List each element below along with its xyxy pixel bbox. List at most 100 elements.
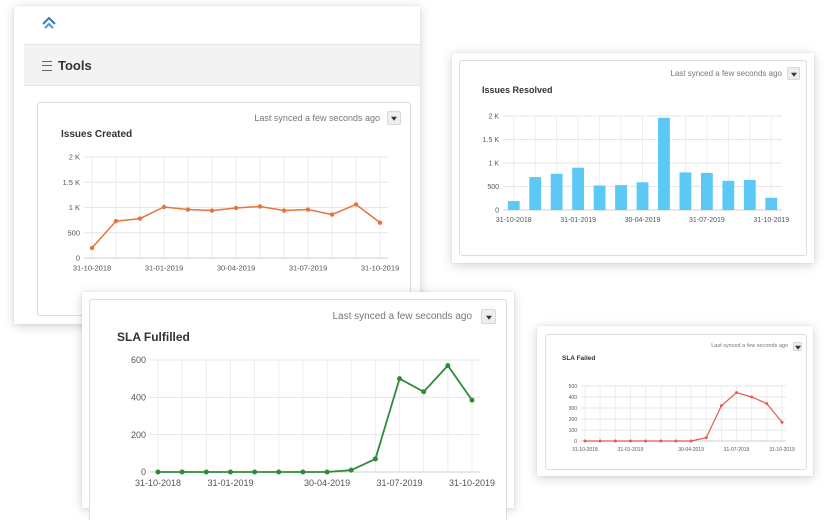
- x-tick-label: 31-10-2018: [572, 447, 598, 453]
- y-tick-label: 400: [131, 392, 146, 402]
- x-tick-label: 31-10-2019: [449, 478, 495, 488]
- sla-failed-card: Last synced a few seconds ago SLA Failed…: [537, 326, 813, 476]
- bar: [679, 172, 692, 210]
- x-tick-label: 31-10-2019: [361, 264, 399, 273]
- x-tick-label: 30-04-2019: [678, 447, 704, 453]
- data-point: [113, 218, 119, 224]
- data-point: [324, 469, 330, 475]
- y-tick-label: 400: [569, 395, 578, 401]
- x-tick-label: 30-04-2019: [625, 217, 661, 224]
- sla-failed-panel: Last synced a few seconds ago SLA Failed…: [545, 334, 807, 470]
- y-tick-label: 500: [67, 228, 80, 237]
- bar: [636, 182, 649, 210]
- issues-created-panel: Last synced a few seconds ago Issues Cre…: [37, 102, 411, 316]
- sync-status: Last synced a few seconds ago: [332, 311, 472, 322]
- sync-status: Last synced a few seconds ago: [670, 69, 782, 78]
- x-tick-label: 30-04-2019: [217, 264, 255, 273]
- sla-failed-chart: 0 100 200 300 400 500 31-10-2018 31-01-2019 30-0…: [569, 384, 795, 453]
- data-point: [598, 439, 602, 443]
- x-tick-label: 31-01-2019: [618, 447, 644, 453]
- data-point: [704, 436, 708, 440]
- bar: [743, 179, 756, 210]
- data-point: [276, 469, 282, 475]
- y-tick-label: 1 K: [69, 203, 80, 212]
- data-point: [233, 205, 239, 211]
- data-point: [735, 391, 739, 395]
- chevron-down-icon[interactable]: [481, 309, 496, 324]
- y-tick-label: 500: [487, 184, 499, 191]
- series-line: [585, 391, 783, 442]
- menu-icon[interactable]: [42, 61, 52, 71]
- y-tick-label: 200: [569, 417, 578, 423]
- data-point: [227, 469, 233, 475]
- data-point: [659, 439, 663, 443]
- data-point: [281, 208, 287, 213]
- data-point: [203, 469, 209, 475]
- data-point: [628, 439, 632, 443]
- bar: [593, 185, 606, 210]
- y-tick-label: 0: [141, 467, 146, 477]
- data-point: [613, 439, 617, 443]
- tools-header: Tools: [24, 44, 420, 86]
- data-point: [300, 469, 306, 475]
- data-point: [421, 389, 427, 395]
- bar: [572, 167, 585, 210]
- x-tick-label: 31-07-2019: [724, 447, 750, 453]
- x-tick-label: 31-01-2019: [207, 478, 253, 488]
- data-point: [644, 439, 648, 443]
- sync-status: Last synced a few seconds ago: [711, 343, 788, 349]
- data-point: [353, 202, 359, 207]
- data-point: [179, 469, 185, 475]
- data-point: [750, 395, 754, 399]
- x-tick-label: 31-10-2018: [73, 264, 111, 273]
- chevron-down-icon[interactable]: [787, 67, 800, 80]
- x-tick-label: 31-10-2018: [496, 217, 532, 224]
- bar: [550, 173, 563, 210]
- page-title: Tools: [58, 58, 92, 73]
- bar: [722, 180, 735, 210]
- chart-title: Issues Resolved: [482, 85, 553, 95]
- issues-resolved-chart: 0 500 1 K 1.5 K 2 K 31-10-2018 31-01-2019 30-04…: [483, 113, 790, 224]
- data-point: [348, 467, 354, 473]
- y-tick-label: 0: [574, 439, 577, 445]
- x-tick-label: 31-10-2019: [769, 447, 795, 453]
- series-line: [158, 364, 473, 473]
- bar: [765, 197, 778, 210]
- x-tick-label: 31-07-2019: [289, 264, 327, 273]
- issues-resolved-card: Last synced a few seconds ago Issues Res…: [452, 53, 814, 263]
- data-point: [674, 439, 678, 443]
- x-tick-label: 30-04-2019: [304, 478, 350, 488]
- x-tick-label: 31-10-2019: [753, 217, 789, 224]
- data-point: [689, 439, 693, 443]
- sla-fulfilled-chart: 0 200 400 600 31-10-2018 31-01-2019 30-04-2019…: [131, 355, 495, 488]
- chevron-down-icon[interactable]: [793, 342, 802, 351]
- data-point: [137, 216, 143, 221]
- bar: [529, 177, 542, 210]
- y-tick-label: 0: [495, 207, 499, 214]
- bar: [615, 185, 627, 210]
- y-tick-label: 200: [131, 430, 146, 440]
- bar: [507, 201, 520, 210]
- data-point: [469, 397, 475, 403]
- y-tick-label: 600: [131, 355, 146, 365]
- sync-status: Last synced a few seconds ago: [254, 113, 380, 123]
- chevron-down-icon[interactable]: [387, 111, 401, 125]
- data-point: [89, 245, 95, 251]
- data-point: [161, 204, 167, 210]
- bar: [658, 117, 670, 210]
- data-point: [765, 402, 769, 406]
- data-point: [305, 207, 311, 212]
- y-tick-label: 1 K: [488, 160, 499, 167]
- chart-title: SLA Fulfilled: [117, 330, 190, 344]
- y-tick-label: 500: [569, 384, 578, 390]
- data-point: [372, 456, 378, 462]
- issues-resolved-panel: Last synced a few seconds ago Issues Res…: [459, 60, 807, 256]
- x-tick-label: 31-10-2018: [135, 478, 181, 488]
- app-logo[interactable]: [41, 16, 57, 31]
- data-point: [329, 212, 335, 217]
- x-tick-label: 31-01-2019: [560, 217, 596, 224]
- data-point: [257, 204, 263, 209]
- y-tick-label: 300: [569, 406, 578, 412]
- data-point: [397, 376, 403, 382]
- data-point: [155, 469, 161, 475]
